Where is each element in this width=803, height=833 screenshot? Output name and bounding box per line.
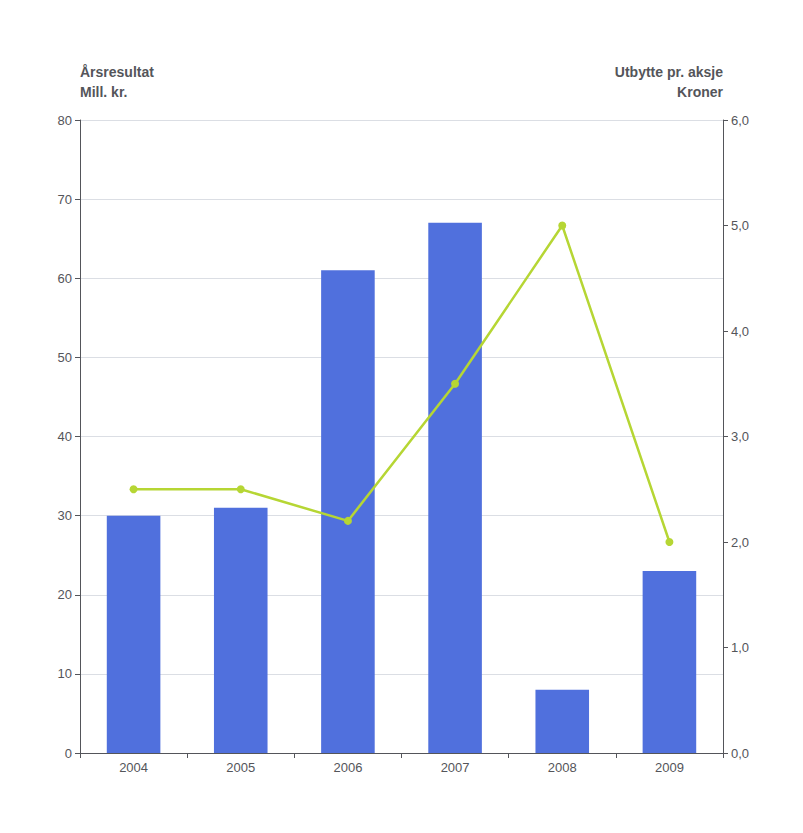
svg-text:2009: 2009 [655,760,684,775]
svg-text:Mill. kr.: Mill. kr. [80,84,127,100]
svg-text:2005: 2005 [226,760,255,775]
svg-text:40: 40 [58,429,72,444]
svg-text:6,0: 6,0 [731,113,749,128]
svg-text:10: 10 [58,666,72,681]
svg-text:2006: 2006 [333,760,362,775]
svg-text:0: 0 [65,746,72,761]
svg-text:50: 50 [58,350,72,365]
svg-text:0,0: 0,0 [731,746,749,761]
svg-text:3,0: 3,0 [731,429,749,444]
svg-text:1,0: 1,0 [731,640,749,655]
svg-text:Utbytte pr. aksje: Utbytte pr. aksje [615,64,723,80]
svg-text:5,0: 5,0 [731,218,749,233]
svg-text:Årsresultat: Årsresultat [80,64,154,80]
svg-text:80: 80 [58,113,72,128]
svg-text:2004: 2004 [119,760,148,775]
svg-text:4,0: 4,0 [731,324,749,339]
svg-text:70: 70 [58,192,72,207]
svg-text:Kroner: Kroner [677,84,723,100]
svg-text:2,0: 2,0 [731,535,749,550]
svg-text:2007: 2007 [441,760,470,775]
svg-text:2008: 2008 [548,760,577,775]
svg-text:30: 30 [58,508,72,523]
svg-text:60: 60 [58,271,72,286]
svg-text:20: 20 [58,587,72,602]
